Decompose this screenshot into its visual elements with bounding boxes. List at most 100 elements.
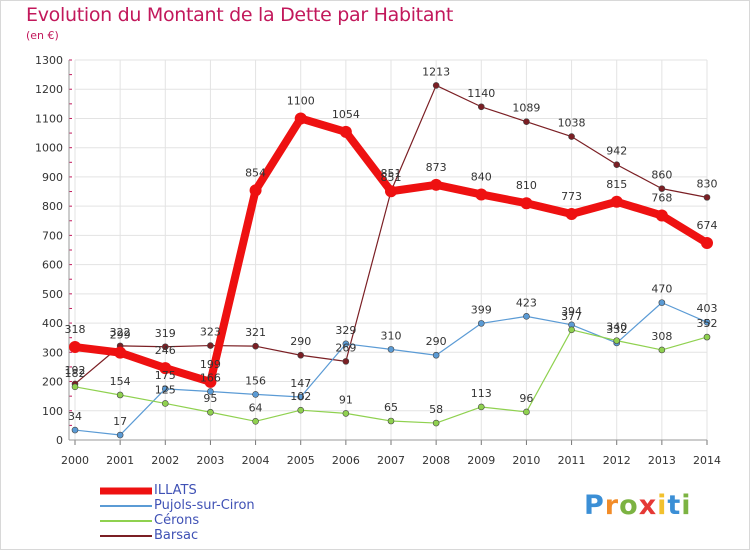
data-label-barsac: 323 — [200, 326, 221, 339]
data-point-c-rons — [207, 408, 214, 416]
logo-letter: i — [657, 490, 668, 521]
data-point-c-rons — [477, 403, 485, 411]
data-label-illats: 815 — [606, 178, 627, 191]
data-label-pujols-sur-ciron: 147 — [290, 377, 311, 390]
data-point-barsac — [523, 118, 530, 125]
data-label-barsac: 321 — [245, 326, 266, 339]
data-label-pujols-sur-ciron: 403 — [697, 302, 718, 315]
data-label-c-rons: 64 — [249, 401, 263, 414]
data-label-illats: 840 — [471, 170, 492, 183]
data-label-c-rons: 340 — [606, 321, 627, 334]
data-point-illats — [475, 188, 488, 201]
y-tick-label: 1300 — [35, 54, 63, 67]
y-tick-label: 200 — [42, 376, 63, 389]
data-label-c-rons: 95 — [203, 392, 217, 405]
y-tick-label: 900 — [42, 171, 63, 184]
data-point-pujols-sur-ciron — [703, 318, 711, 326]
x-tick-label: 2014 — [693, 454, 721, 467]
data-point-illats — [385, 185, 397, 198]
y-tick-label: 100 — [42, 405, 63, 418]
x-tick-label: 2000 — [61, 454, 89, 467]
data-point-illats — [701, 236, 713, 249]
data-point-illats — [610, 195, 623, 208]
data-point-c-rons — [658, 346, 666, 354]
data-point-pujols-sur-ciron — [116, 431, 124, 439]
data-point-c-rons — [161, 400, 169, 407]
data-point-barsac — [252, 342, 259, 350]
data-point-barsac — [432, 82, 440, 89]
data-point-c-rons — [613, 337, 621, 344]
x-tick-label: 2012 — [603, 454, 631, 467]
data-label-barsac: 1089 — [512, 102, 540, 115]
data-point-barsac — [161, 343, 169, 351]
x-tick-label: 2007 — [377, 454, 405, 467]
data-point-c-rons — [116, 391, 124, 399]
y-tick-label: 800 — [42, 200, 63, 213]
logo-letter: P — [584, 490, 605, 521]
line-chart: 0 100 200 300 400 500 600 700 800 900 1000 1100 1200… — [35, 54, 721, 467]
x-tick-label: 2009 — [467, 454, 495, 467]
data-point-barsac — [477, 103, 485, 111]
data-point-pujols-sur-ciron — [207, 388, 214, 395]
data-label-pujols-sur-ciron: 423 — [516, 296, 537, 309]
x-tick-label: 2010 — [512, 454, 540, 467]
x-tick-label: 2008 — [422, 454, 450, 467]
data-label-c-rons: 308 — [651, 330, 672, 343]
data-label-barsac: 319 — [155, 327, 176, 340]
data-point-illats — [249, 184, 262, 197]
chart-unit: (en €) — [26, 29, 59, 42]
data-label-illats: 674 — [697, 219, 718, 232]
data-point-pujols-sur-ciron — [658, 299, 666, 306]
data-point-barsac — [207, 342, 214, 349]
x-tick-label: 2002 — [151, 454, 179, 467]
data-label-illats: 851 — [381, 167, 402, 180]
data-label-c-rons: 352 — [697, 317, 718, 330]
data-label-pujols-sur-ciron: 290 — [426, 335, 447, 348]
y-tick-label: 0 — [56, 434, 63, 447]
data-label-illats: 773 — [561, 190, 582, 203]
data-label-pujols-sur-ciron: 399 — [471, 303, 492, 316]
data-label-c-rons: 182 — [65, 367, 86, 380]
tick-labels: 0 100 200 300 400 500 600 700 800 900 1000 1100 1200… — [35, 54, 721, 467]
data-label-barsac: 322 — [110, 326, 131, 339]
data-label-c-rons: 96 — [519, 392, 533, 405]
data-label-barsac: 1038 — [558, 117, 586, 130]
data-point-illats — [114, 346, 127, 359]
logo-letter: r — [604, 490, 620, 521]
data-point-illats — [69, 341, 81, 354]
data-point-c-rons — [297, 406, 305, 414]
data-label-illats: 1100 — [287, 94, 315, 107]
data-label-pujols-sur-ciron: 329 — [335, 324, 356, 337]
data-point-barsac — [297, 351, 305, 359]
data-label-illats: 854 — [245, 166, 266, 179]
data-label-barsac: 1140 — [467, 87, 495, 100]
x-tick-label: 2006 — [332, 454, 360, 467]
data-label-c-rons: 102 — [290, 390, 311, 403]
data-label-illats: 246 — [155, 344, 176, 357]
data-label-illats: 299 — [110, 329, 131, 342]
data-label-pujols-sur-ciron: 470 — [651, 283, 672, 296]
logo-letter: x — [638, 490, 658, 521]
data-label-c-rons: 113 — [471, 387, 492, 400]
y-tick-label: 600 — [42, 259, 63, 272]
data-label-barsac: 830 — [697, 177, 718, 190]
data-point-pujols-sur-ciron — [432, 351, 440, 359]
data-label-c-rons: 154 — [110, 375, 131, 388]
data-point-illats — [339, 125, 352, 138]
legend-label-illats: ILLATS — [154, 483, 197, 498]
data-point-pujols-sur-ciron — [252, 391, 259, 398]
logo-letter: t — [667, 490, 682, 521]
data-label-pujols-sur-ciron: 156 — [245, 374, 266, 387]
data-label-barsac: 942 — [606, 145, 627, 158]
data-point-barsac — [613, 161, 621, 168]
data-point-c-rons — [432, 419, 440, 427]
data-label-illats: 873 — [426, 161, 447, 174]
data-point-c-rons — [71, 383, 79, 391]
data-point-barsac — [658, 185, 666, 192]
data-point-illats — [565, 208, 578, 221]
data-label-c-rons: 65 — [384, 401, 398, 414]
data-point-pujols-sur-ciron — [161, 385, 169, 393]
data-label-pujols-sur-ciron: 166 — [200, 371, 221, 384]
legend-swatch-cerons — [100, 520, 152, 522]
data-label-illats: 1054 — [332, 108, 360, 121]
